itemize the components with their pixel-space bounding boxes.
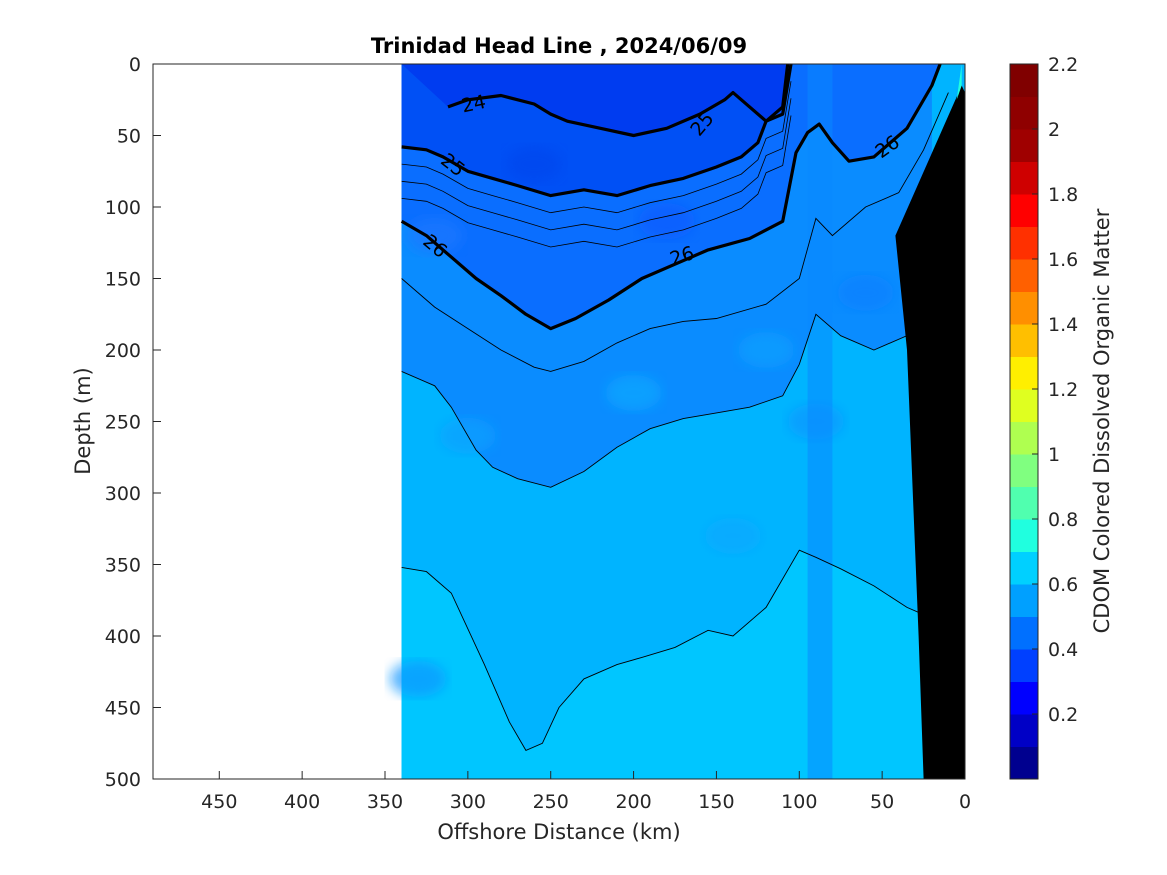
colorbar-swatch-9 — [1010, 454, 1038, 487]
colorbar-swatch-11 — [1010, 389, 1038, 422]
colorbar-swatch-1 — [1010, 714, 1038, 747]
colorbar-swatch-4 — [1010, 616, 1038, 650]
colorbar: 0.2 0.4 0.6 0.8 1 1.2 1.4 1.6 1.8 2 2.2 — [1009, 54, 1078, 780]
colorbar-swatch-2 — [1010, 681, 1038, 715]
colorbar-tick-label-0: 0.2 — [1048, 704, 1078, 726]
colorbar-tick-label-6: 1.4 — [1048, 314, 1078, 336]
x-tick-label-0: 450 — [201, 791, 237, 813]
colorbar-title: CDOM Colored Dissolved Organic Matter — [1090, 208, 1114, 633]
cdom-field — [390, 64, 965, 779]
field-patch-0 — [406, 217, 463, 254]
y-axis-title: Depth (m) — [71, 367, 95, 474]
field-patch-5 — [837, 274, 894, 311]
y-tick-label-1: 50 — [117, 126, 141, 148]
colorbar-swatch-20 — [1010, 96, 1038, 130]
contour-24 — [447, 64, 790, 138]
colorbar-frame — [1009, 63, 1039, 780]
y-tick-label-10: 500 — [105, 769, 141, 791]
x-tick-label-7: 100 — [781, 791, 817, 813]
field-patch-3 — [738, 332, 795, 368]
contour-fine-0 — [401, 81, 792, 214]
field-patch-6 — [506, 146, 563, 183]
field-streak — [807, 64, 833, 779]
contour-thin-1 — [401, 264, 933, 488]
x-tick-label-4: 250 — [533, 791, 569, 813]
colorbar-tick-label-10: 2.2 — [1048, 54, 1078, 76]
colorbar-swatch-14 — [1010, 291, 1038, 325]
x-tick-label-2: 350 — [367, 791, 403, 813]
density-contours — [400, 64, 949, 751]
y-tick-label-7: 350 — [105, 555, 141, 577]
chart-title: Trinidad Head Line , 2024/06/09 — [371, 34, 747, 58]
x-tick-label-3: 300 — [450, 791, 486, 813]
x-tick-label-1: 400 — [284, 791, 320, 813]
y-axis: 0 50 100 150 200 250 300 350 400 450 500 — [105, 54, 161, 791]
y-tick-label-2: 100 — [105, 197, 141, 219]
colorbar-swatch-19 — [1010, 129, 1038, 162]
y-tick-label-5: 250 — [105, 412, 141, 434]
colorbar-swatch-15 — [1010, 259, 1038, 292]
field-band-deep — [401, 550, 924, 779]
colorbar-tick-label-2: 0.6 — [1048, 574, 1078, 596]
x-axis: 450 400 350 300 250 200 150 100 50 0 — [201, 771, 971, 813]
x-tick-label-8: 50 — [870, 791, 894, 813]
colorbar-swatch-6 — [1010, 551, 1038, 585]
field-patch-2 — [605, 374, 662, 411]
y-tick-label-3: 150 — [105, 269, 141, 291]
colorbar-swatch-3 — [1010, 649, 1038, 682]
x-tick-label-6: 150 — [698, 791, 734, 813]
colorbar-swatch-5 — [1010, 584, 1038, 617]
nearshore-high-cdom — [956, 64, 962, 100]
x-axis-title: Offshore Distance (km) — [437, 820, 680, 844]
colorbar-tick-label-9: 2 — [1048, 119, 1060, 141]
colorbar-swatch-16 — [1010, 226, 1038, 260]
contour-label-24: 24 — [460, 91, 488, 118]
colorbar-tick-label-4: 1 — [1048, 444, 1060, 466]
y-tick-label-8: 400 — [105, 626, 141, 648]
field-patch-9 — [705, 517, 761, 554]
colorbar-swatch-18 — [1010, 161, 1038, 195]
colorbar-tick-label-3: 0.8 — [1048, 509, 1078, 531]
colorbar-swatch-21 — [1010, 64, 1038, 97]
y-tick-label-9: 450 — [105, 698, 141, 720]
seafloor-topography — [895, 85, 965, 779]
colorbar-swatch-7 — [1010, 519, 1038, 552]
contour-thin-0 — [401, 92, 949, 372]
colorbar-swatch-17 — [1010, 194, 1038, 227]
colorbar-swatch-0 — [1010, 746, 1038, 780]
colorbar-tick-label-5: 1.2 — [1048, 379, 1078, 401]
x-tick-label-5: 200 — [615, 791, 651, 813]
contour-fine-1 — [401, 98, 792, 231]
colorbar-tick-label-7: 1.6 — [1048, 249, 1078, 271]
contour-25 — [401, 64, 793, 198]
x-tick-label-9: 0 — [959, 791, 971, 813]
colorbar-swatch-13 — [1010, 324, 1038, 357]
contour-thin-2 — [401, 549, 924, 751]
field-patch-7 — [638, 203, 695, 240]
y-tick-label-0: 0 — [129, 54, 141, 76]
contour-26 — [400, 64, 942, 331]
colorbar-swatch-10 — [1010, 421, 1038, 455]
y-tick-label-4: 200 — [105, 340, 141, 362]
contour-fine-2 — [401, 115, 792, 248]
colorbar-swatch-8 — [1010, 486, 1038, 520]
colorbar-swatch-12 — [1010, 356, 1038, 390]
y-tick-label-6: 300 — [105, 483, 141, 505]
colorbar-tick-label-1: 0.4 — [1048, 639, 1078, 661]
colorbar-tick-label-8: 1.8 — [1048, 184, 1078, 206]
field-patch-8 — [390, 660, 447, 697]
